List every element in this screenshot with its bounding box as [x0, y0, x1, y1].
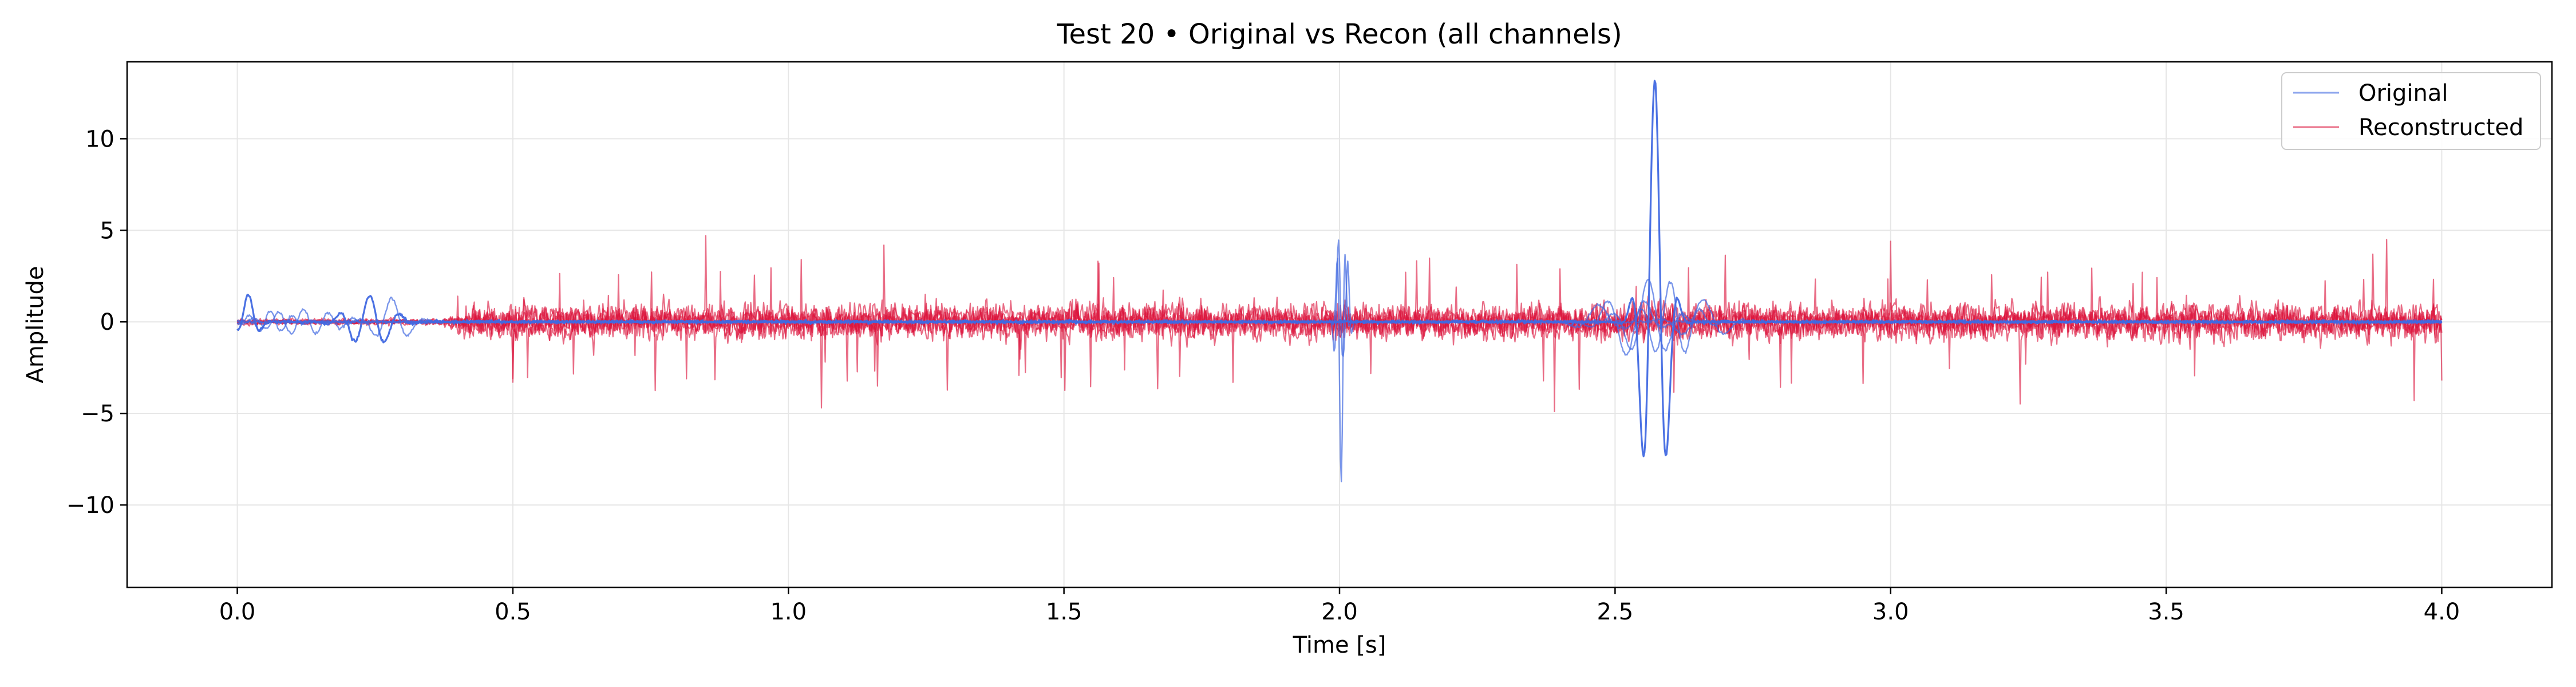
legend-label-original: Original: [2358, 80, 2448, 106]
chart-title: Test 20 • Original vs Recon (all channel…: [1056, 18, 1622, 50]
x-tick-label: 1.5: [1046, 599, 1082, 625]
original-channel-line: [236, 298, 2442, 335]
x-tick-label: 1.0: [770, 599, 807, 625]
y-axis-label: Amplitude: [22, 266, 49, 384]
series-original: [236, 80, 2443, 483]
x-tick-label: 4.0: [2424, 599, 2460, 625]
y-tick-label: 10: [85, 126, 114, 152]
x-tick-label: 3.5: [2148, 599, 2184, 625]
y-tick-label: 5: [100, 218, 114, 244]
y-tick-label: −10: [66, 492, 114, 519]
y-tick-label: 0: [100, 309, 114, 335]
legend-box: [2281, 72, 2541, 150]
x-tick-label: 2.5: [1597, 599, 1634, 625]
x-tick-label: 3.0: [1872, 599, 1909, 625]
x-tick-label: 2.0: [1321, 599, 1358, 625]
y-axis-ticks: 10 5 0 −5 −10: [66, 126, 127, 519]
legend-label-reconstructed: Reconstructed: [2358, 114, 2523, 141]
x-tick-label: 0.0: [219, 599, 256, 625]
legend: Original Reconstructed: [2281, 72, 2541, 150]
y-tick-label: −5: [81, 401, 114, 427]
x-axis-ticks: 0.0 0.5 1.0 1.5 2.0 2.5 3.0 3.5 4.0: [219, 587, 2460, 625]
x-axis-label: Time [s]: [1293, 632, 1386, 658]
x-tick-label: 0.5: [495, 599, 531, 625]
